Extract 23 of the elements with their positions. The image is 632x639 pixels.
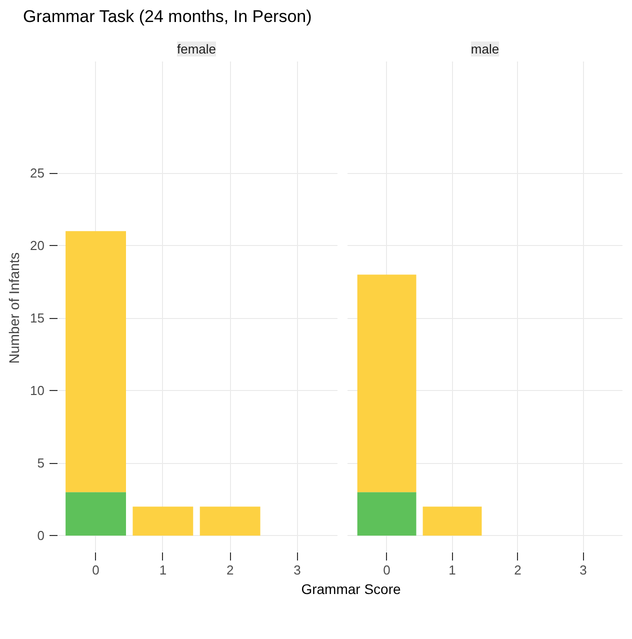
y-tick-label: 15 <box>30 310 45 326</box>
y-tick-label: 0 <box>37 528 45 544</box>
y-axis-title: Number of Infants <box>6 252 22 364</box>
bar <box>66 231 126 492</box>
y-tick-label: 25 <box>30 166 45 181</box>
x-tick-label: 2 <box>514 562 522 578</box>
x-axis-title: Grammar Score <box>301 580 401 600</box>
x-tick-label: 3 <box>580 562 587 578</box>
chart-title: Grammar Task (24 months, In Person) <box>23 6 312 28</box>
chart-subtitle: female <box>176 42 216 57</box>
x-tick-label: 0 <box>383 562 390 578</box>
bar <box>200 506 260 536</box>
x-tick-label: 3 <box>294 562 301 578</box>
y-tick-label: 5 <box>37 456 45 471</box>
x-tick-label: 2 <box>226 562 234 578</box>
y-tick-label: 10 <box>30 383 45 398</box>
x-tick-label: 1 <box>159 562 167 578</box>
y-tick-label: 20 <box>30 238 45 254</box>
chart-subtitle: male <box>470 42 500 57</box>
x-tick-label: 1 <box>448 562 456 578</box>
bar <box>66 492 126 536</box>
x-tick-label: 0 <box>92 562 100 578</box>
bar <box>132 506 194 536</box>
